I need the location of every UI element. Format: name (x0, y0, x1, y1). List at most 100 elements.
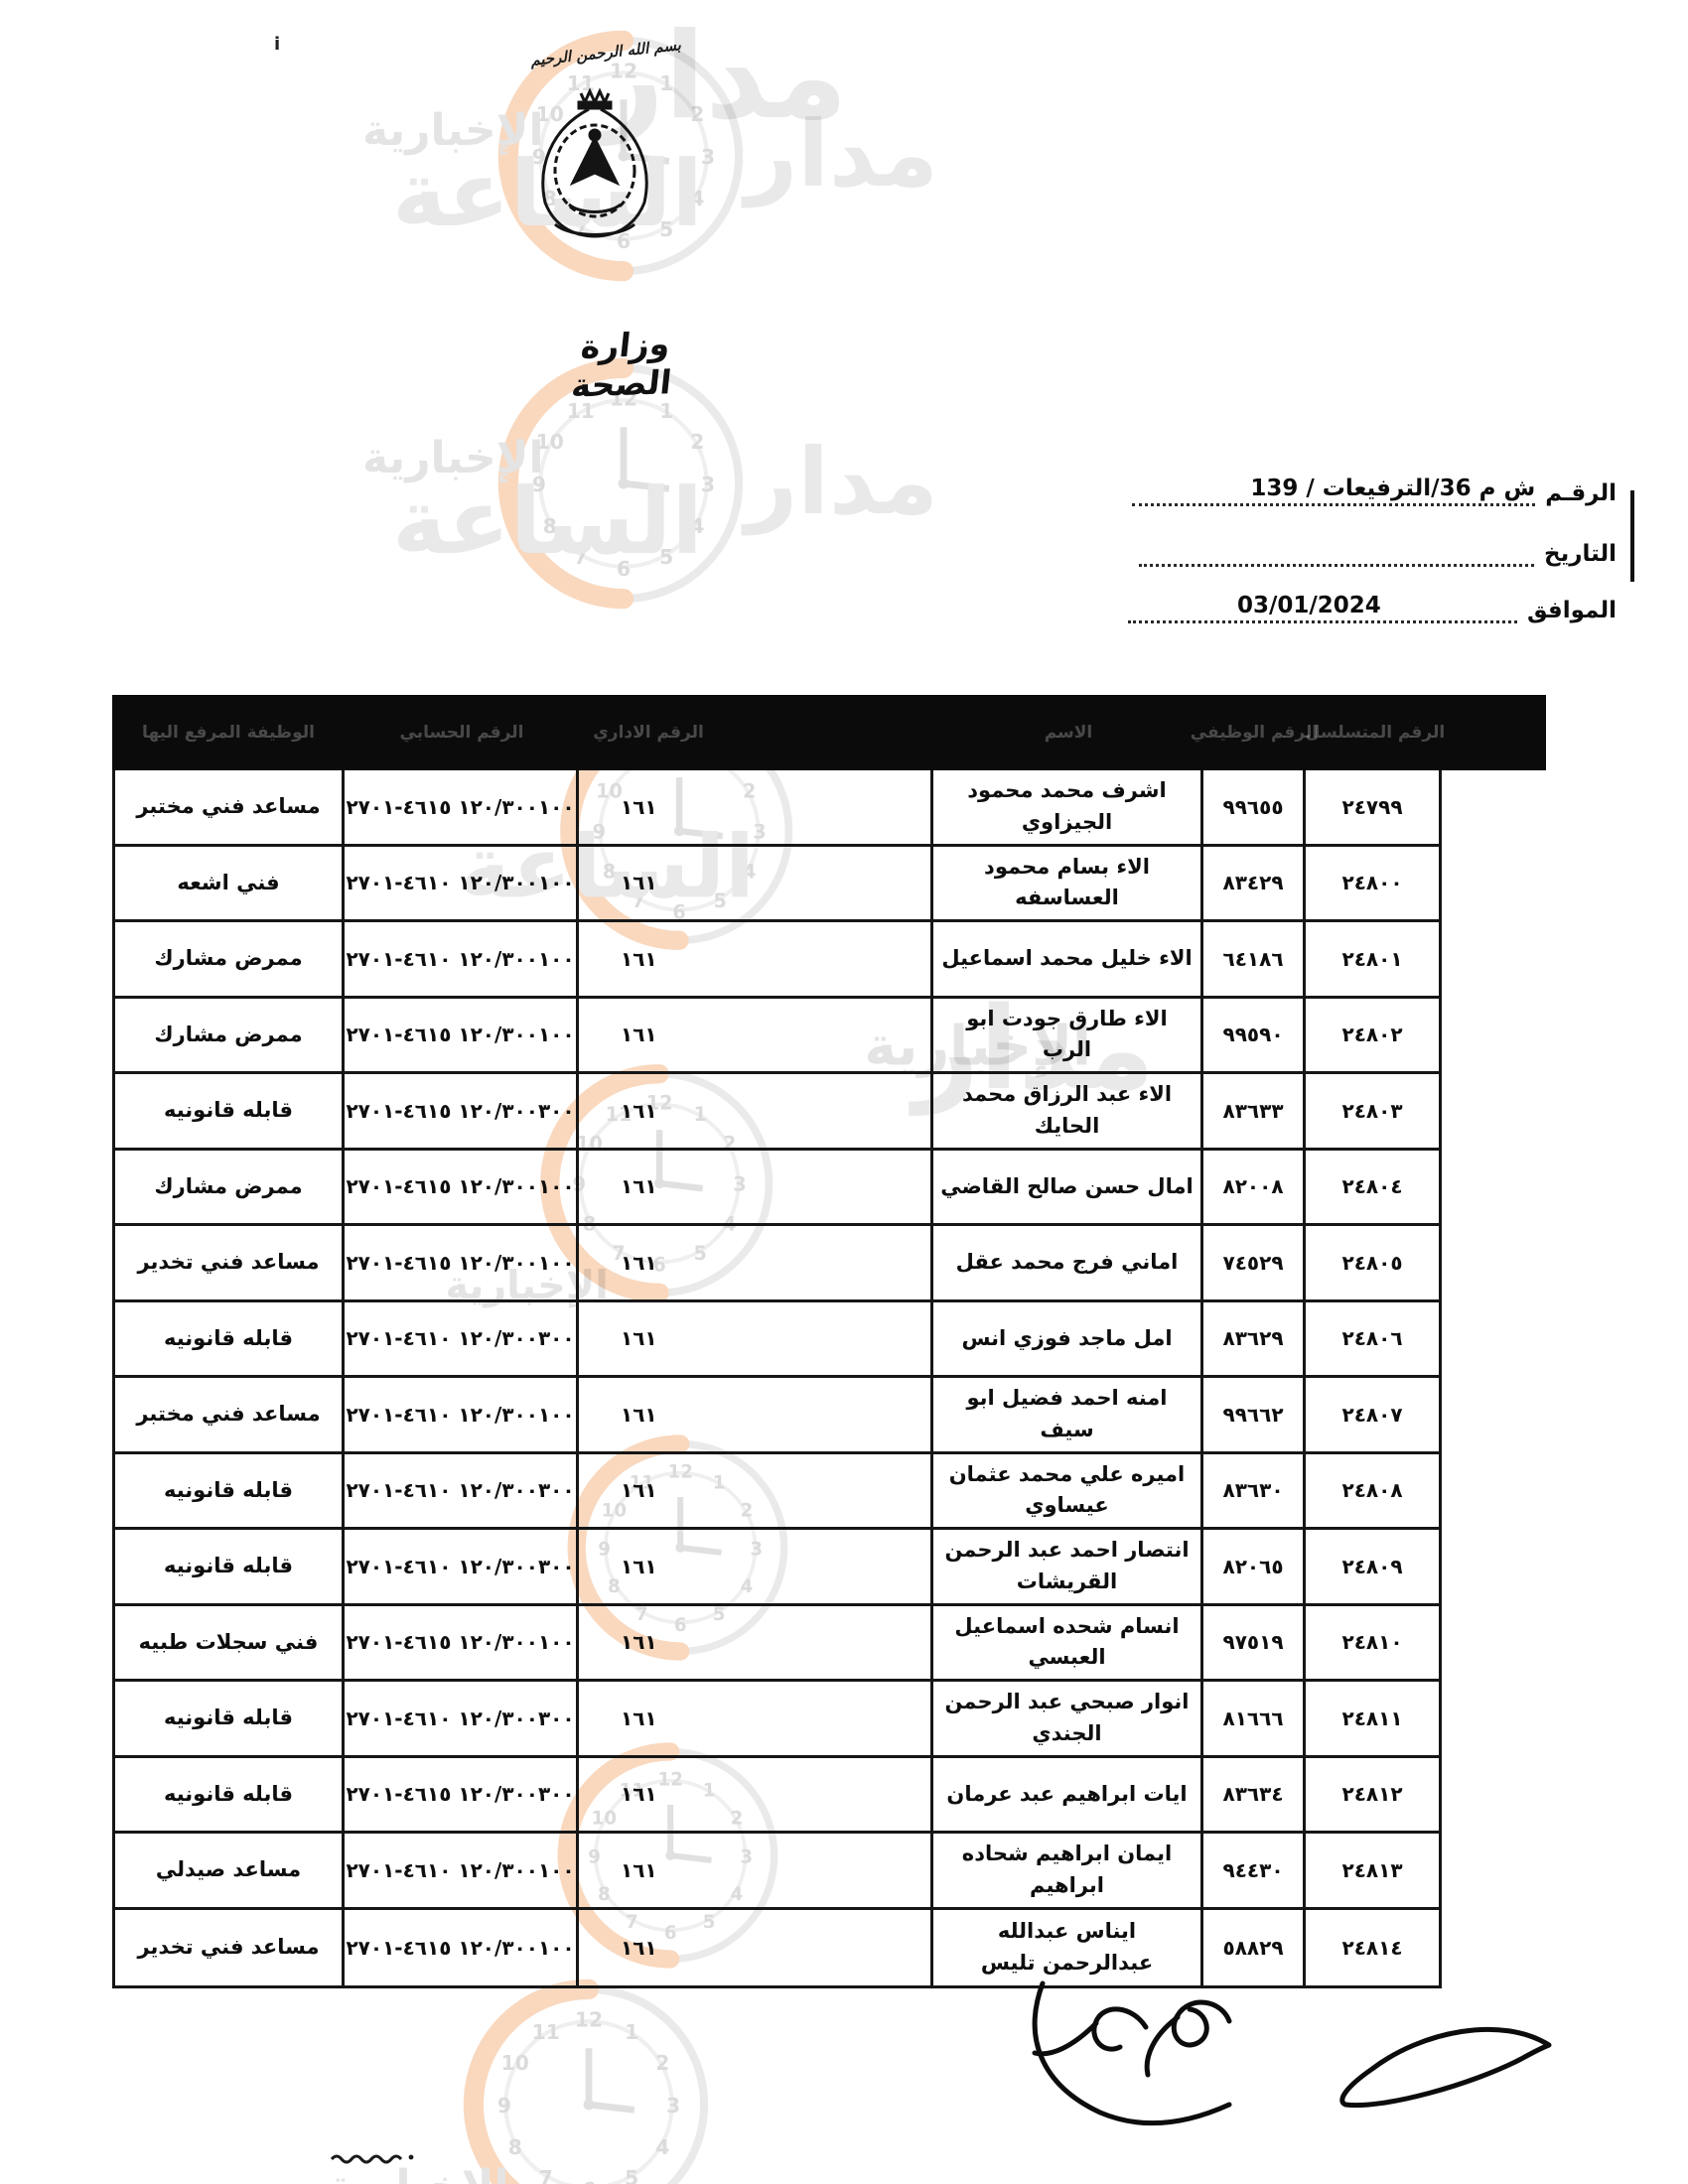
cell-serial-number: ٢٤٨٠٧ (1341, 1402, 1403, 1427)
cell-serial-number: ٢٤٨٠٤ (1341, 1174, 1403, 1199)
cell-serial-number: ٢٤٨٠١ (1341, 946, 1403, 971)
table-header: الوظيفة المرفع اليها الرقم الحسابي الرقم… (112, 695, 1546, 770)
cell-account-number: ١٢٠/٣٠٠١٠٠ ٤٦١٠-٢٧٠١ (345, 1378, 579, 1451)
svg-text:6: 6 (582, 2178, 596, 2184)
cell-new-title: مساعد فني تخدير (115, 1909, 345, 1985)
cell-account-number: ١٢٠/٣٠٠٣٠٠ ٤٦١٥-٢٧٠١ (345, 1757, 579, 1831)
cell-employee-number: ٩٩٥٩٠ (1203, 998, 1306, 1071)
cell-employee-number: ٨٣٦٣٣ (1203, 1074, 1306, 1148)
ref-date-line: التاريخ (1139, 536, 1617, 567)
cell-new-title: ممرض مشارك (115, 998, 345, 1071)
cell-employee-number: ٧٤٥٢٩ (1203, 1226, 1306, 1299)
svg-text:8: 8 (543, 514, 557, 538)
cell-serial-number: ٢٤٨٠٩ (1341, 1554, 1403, 1578)
cell-employee-number: ٩٩٦٦٢ (1203, 1378, 1306, 1451)
scan-artifact-line (1630, 490, 1634, 582)
table-row: فني اشعه ١٢٠/٣٠٠١٠٠ ٤٦١٠-٢٧٠١ ١٦١ الاء ب… (115, 846, 1439, 922)
cell-new-title: مساعد صيدلي (115, 1834, 345, 1907)
svg-text:2: 2 (655, 2051, 669, 2075)
ref-date-value (1139, 536, 1534, 567)
cell-account-number: ١٢٠/٣٠٠١٠٠ ٤٦١٠-٢٧٠١ (345, 846, 579, 919)
svg-text:5: 5 (625, 2166, 638, 2184)
table-row: قابله قانونيه ١٢٠/٣٠٠٣٠٠ ٤٦١٥-٢٧٠١ ١٦١ ا… (115, 1757, 1439, 1834)
cell-admin-number: ١٦١ (579, 1757, 933, 1831)
svg-text:2: 2 (690, 430, 704, 454)
cell-employee-number: ٩٤٤٣٠ (1203, 1834, 1306, 1907)
cell-serial-number: ٢٤٨٠٦ (1341, 1326, 1403, 1351)
cell-employee-number: ٨٣٦٣٠ (1203, 1453, 1306, 1527)
cell-employee-number: ٨٣٦٢٩ (1203, 1301, 1306, 1375)
cell-employee-name: الاء عبد الرزاق محمد الحايك (933, 1074, 1203, 1148)
cell-new-title: قابله قانونيه (115, 1530, 345, 1603)
svg-text:4: 4 (690, 514, 704, 538)
watermark-subtitle: الإخبارية (362, 433, 544, 483)
cell-admin-number: ١٦١ (579, 1453, 933, 1527)
cell-admin-number: ١٦١ (579, 1378, 933, 1451)
cell-admin-number: ١٦١ (579, 922, 933, 996)
table-row: ممرض مشارك ١٢٠/٣٠٠١٠٠ ٤٦١٠-٢٧٠١ ١٦١ الاء… (115, 922, 1439, 999)
cell-admin-number: ١٦١ (579, 1834, 933, 1907)
svg-text:6: 6 (617, 557, 631, 581)
svg-text:10: 10 (501, 2051, 529, 2075)
cell-admin-number: ١٦١ (579, 770, 933, 844)
cell-employee-number: ٩٧٥١٩ (1203, 1605, 1306, 1679)
cell-new-title: قابله قانونيه (115, 1453, 345, 1527)
table-row: مساعد فني تخدير ١٢٠/٣٠٠١٠٠ ٤٦١٥-٢٧٠١ ١٦١… (115, 1226, 1439, 1302)
cell-employee-name: امل ماجد فوزي انس (933, 1301, 1203, 1375)
cell-employee-number: ٩٩٦٥٥ (1203, 770, 1306, 844)
watermark-subtitle: الإخبارية (328, 2165, 509, 2184)
svg-text:2: 2 (690, 102, 704, 126)
signature-left (1032, 1980, 1232, 2126)
cell-employee-name: ايمان ابراهيم شحاده ابراهيم (933, 1834, 1203, 1907)
cell-new-title: قابله قانونيه (115, 1757, 345, 1831)
cell-admin-number: ١٦١ (579, 1909, 933, 1985)
cell-account-number: ١٢٠/٣٠٠٣٠٠ ٤٦١٠-٢٧٠١ (345, 1301, 579, 1375)
cell-employee-number: ٨١٦٦٦ (1203, 1682, 1306, 1755)
watermark-word: مدار (745, 429, 938, 535)
cell-serial-number: ٢٤٨٠٣ (1341, 1098, 1403, 1123)
cell-new-title: مساعد فني مختبر (115, 770, 345, 844)
cell-serial-number: ٢٤٨١٢ (1341, 1782, 1403, 1807)
table-row: قابله قانونيه ١٢٠/٣٠٠٣٠٠ ٤٦١٠-٢٧٠١ ١٦١ ا… (115, 1530, 1439, 1606)
cell-account-number: ١٢٠/٣٠٠١٠٠ ٤٦١٥-٢٧٠١ (345, 1226, 579, 1299)
cell-serial-number: ٢٤٨٠٠ (1341, 871, 1403, 895)
cell-employee-number: ٥٨٨٢٩ (1203, 1909, 1306, 1985)
svg-text:7: 7 (539, 2166, 553, 2184)
cell-account-number: ١٢٠/٣٠٠١٠٠ ٤٦١٥-٢٧٠١ (345, 998, 579, 1071)
ref-number-value: ش م 36/الترفيعات / 139 (1132, 475, 1536, 506)
header-new-title: الوظيفة المرفع اليها (142, 723, 315, 743)
ref-corresponding-line: الموافق 03/01/2024 (1127, 592, 1617, 623)
cell-serial-number: ٢٤٨٠٢ (1341, 1023, 1403, 1047)
cell-serial-number: ٢٤٨١١ (1341, 1706, 1403, 1730)
table-row: قابله قانونيه ١٢٠/٣٠٠٣٠٠ ٤٦١٠-٢٧٠١ ١٦١ ا… (115, 1301, 1439, 1378)
footer-stamp (330, 2154, 414, 2164)
cell-new-title: مساعد فني تخدير (115, 1226, 345, 1299)
cell-account-number: ١٢٠/٣٠٠٣٠٠ ٤٦١٠-٢٧٠١ (345, 1453, 579, 1527)
cell-employee-number: ٦٤١٨٦ (1203, 922, 1306, 996)
svg-text:4: 4 (655, 2135, 669, 2159)
cell-serial-number: ٢٤٨٠٥ (1341, 1250, 1403, 1275)
cell-account-number: ١٢٠/٣٠٠٣٠٠ ٤٦١٥-٢٧٠١ (345, 1074, 579, 1148)
svg-text:3: 3 (701, 473, 715, 496)
table-row: مساعد فني تخدير ١٢٠/٣٠٠١٠٠ ٤٦١٥-٢٧٠١ ١٦١… (115, 1909, 1439, 1985)
watermark-word: مدار (745, 101, 938, 207)
royal-crest-emblem (541, 87, 648, 238)
table-row: قابله قانونيه ١٢٠/٣٠٠٣٠٠ ٤٦١٥-٢٧٠١ ١٦١ ا… (115, 1074, 1439, 1151)
cell-account-number: ١٢٠/٣٠٠٣٠٠ ٤٦١٠-٢٧٠١ (345, 1682, 579, 1755)
cell-new-title: مساعد فني مختبر (115, 1378, 345, 1451)
cell-new-title: قابله قانونيه (115, 1301, 345, 1375)
table-row: مساعد فني مختبر ١٢٠/٣٠٠١٠٠ ٤٦١٥-٢٧٠١ ١٦١… (115, 770, 1439, 847)
cell-new-title: ممرض مشارك (115, 922, 345, 996)
cell-new-title: فني سجلات طبيه (115, 1605, 345, 1679)
cell-admin-number: ١٦١ (579, 1682, 933, 1755)
cell-new-title: قابله قانونيه (115, 1074, 345, 1148)
cell-employee-name: انتصار احمد عبد الرحمن القريشات (933, 1530, 1203, 1603)
cell-account-number: ١٢٠/٣٠٠١٠٠ ٤٦١٥-٢٧٠١ (345, 1150, 579, 1223)
watermark-word: الساعة (392, 469, 703, 575)
cell-admin-number: ١٦١ (579, 998, 933, 1071)
ministry-title-calligraphy: وزارة الصحة (569, 324, 674, 405)
header-serial-number: الرقم المتسلسل (1305, 723, 1446, 743)
cell-account-number: ١٢٠/٣٠٠١٠٠ ٤٦١٠-٢٧٠١ (345, 1834, 579, 1907)
